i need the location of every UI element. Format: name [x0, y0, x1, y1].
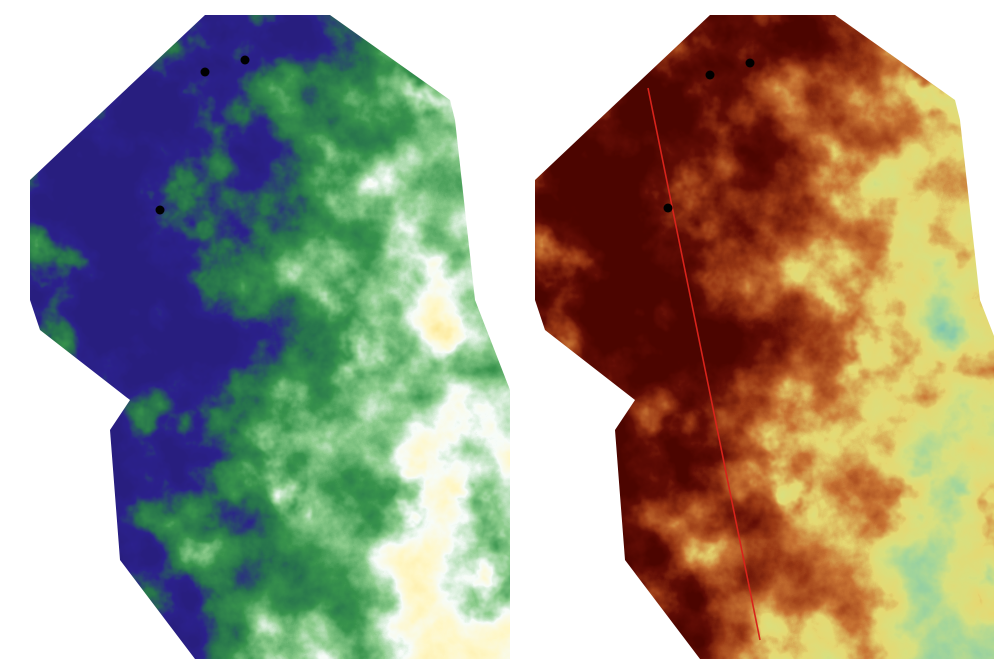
marker-point [746, 59, 755, 68]
left-heatmap-surface [0, 0, 520, 659]
right-map-panel [505, 0, 994, 659]
left-heatmap [0, 0, 520, 659]
right-heatmap-surface [505, 0, 994, 659]
marker-point [241, 56, 250, 65]
marker-point [706, 71, 715, 80]
marker-point [664, 204, 673, 213]
left-map-panel [0, 0, 520, 659]
map-figure [0, 0, 994, 659]
page: (() => { const data = JSON.parse(documen… [0, 0, 994, 659]
marker-point [156, 206, 165, 215]
right-heatmap [505, 0, 994, 659]
marker-point [201, 68, 210, 77]
